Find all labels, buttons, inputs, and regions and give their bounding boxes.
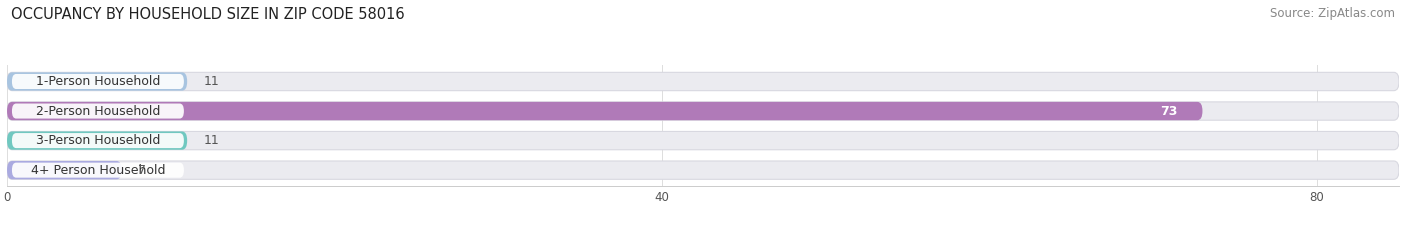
Text: 1-Person Household: 1-Person Household <box>35 75 160 88</box>
FancyBboxPatch shape <box>11 103 184 119</box>
FancyBboxPatch shape <box>7 72 187 91</box>
FancyBboxPatch shape <box>7 102 1399 120</box>
FancyBboxPatch shape <box>11 74 184 89</box>
Text: 2-Person Household: 2-Person Household <box>35 105 160 117</box>
Text: 73: 73 <box>1160 105 1178 117</box>
FancyBboxPatch shape <box>7 102 1202 120</box>
Text: 4+ Person Household: 4+ Person Household <box>31 164 165 177</box>
FancyBboxPatch shape <box>7 131 1399 150</box>
Text: 11: 11 <box>204 75 219 88</box>
Text: 11: 11 <box>204 134 219 147</box>
FancyBboxPatch shape <box>7 161 1399 179</box>
Text: OCCUPANCY BY HOUSEHOLD SIZE IN ZIP CODE 58016: OCCUPANCY BY HOUSEHOLD SIZE IN ZIP CODE … <box>11 7 405 22</box>
Text: 3-Person Household: 3-Person Household <box>35 134 160 147</box>
FancyBboxPatch shape <box>7 131 187 150</box>
FancyBboxPatch shape <box>7 161 122 179</box>
FancyBboxPatch shape <box>11 133 184 148</box>
Text: 7: 7 <box>138 164 146 177</box>
Text: Source: ZipAtlas.com: Source: ZipAtlas.com <box>1270 7 1395 20</box>
FancyBboxPatch shape <box>11 163 184 178</box>
FancyBboxPatch shape <box>7 72 1399 91</box>
